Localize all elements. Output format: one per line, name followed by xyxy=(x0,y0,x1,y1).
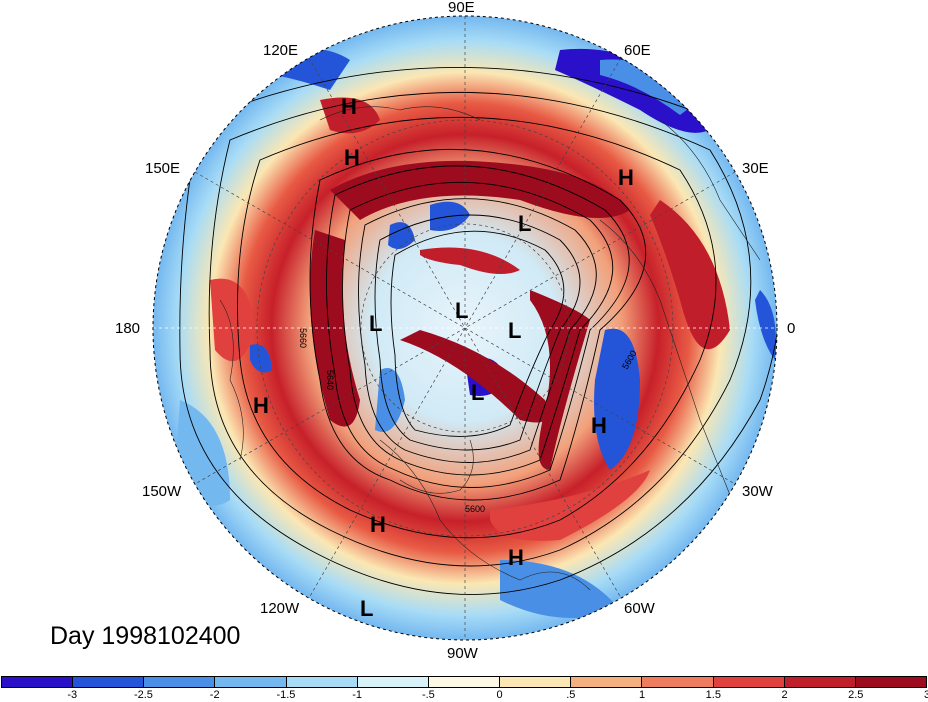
colorbar-swatch xyxy=(357,677,429,687)
graticule xyxy=(153,16,777,640)
date-title: Day 1998102400 xyxy=(50,622,241,650)
colorbar-swatch xyxy=(713,677,785,687)
red-anomaly xyxy=(330,160,630,220)
high-pressure-label: H xyxy=(370,512,386,537)
blue-anomaly xyxy=(500,560,620,618)
red-anomaly xyxy=(420,247,520,274)
colorbar-tick-label: .5 xyxy=(566,689,576,701)
lon-label-90w: 90W xyxy=(447,645,478,662)
colorbar-swatch xyxy=(500,677,572,687)
low-pressure-label: L xyxy=(508,318,522,343)
geopotential-contours xyxy=(179,67,777,595)
colorbar-tick-label: -1.5 xyxy=(276,689,296,701)
red-anomaly xyxy=(490,470,650,541)
colorbar-tick-label: -3 xyxy=(67,689,78,701)
lon-label-90e: 90E xyxy=(448,0,475,16)
red-anomaly xyxy=(210,278,255,362)
high-pressure-label: H xyxy=(618,165,634,190)
colorbar-tick-label: 0 xyxy=(496,689,503,701)
low-pressure-label: L xyxy=(471,380,485,405)
lon-label-150e: 150E xyxy=(145,160,181,177)
red-anomaly xyxy=(650,200,730,350)
high-pressure-label: H xyxy=(344,145,360,170)
colorbar-swatch xyxy=(73,677,145,687)
low-pressure-label: L xyxy=(455,298,469,323)
red-anomaly xyxy=(530,290,590,470)
lon-label-60w: 60W xyxy=(624,600,655,617)
anomaly-field xyxy=(153,16,777,640)
blue-anomaly xyxy=(250,344,272,373)
blue-anomaly xyxy=(594,328,640,470)
high-pressure-label: H xyxy=(591,413,607,438)
colorbar-swatch xyxy=(286,677,358,687)
colorbar-tick-label: 1.5 xyxy=(705,689,721,701)
colorbar-swatch xyxy=(642,677,714,687)
map-boundary xyxy=(152,15,778,641)
contour-label: 5600 xyxy=(465,504,485,514)
contour-label: 5660 xyxy=(298,328,308,348)
high-pressure-label: H xyxy=(508,545,524,570)
colorbar-tick-label: 2 xyxy=(781,689,788,701)
colorbar-tick-label: -2 xyxy=(209,689,220,701)
high-pressure-label: H xyxy=(253,393,269,418)
high-pressure-label: H xyxy=(341,94,357,119)
colorbar-swatch xyxy=(2,677,74,687)
contour-label: 5640 xyxy=(325,370,335,390)
lon-label-0: 0 xyxy=(787,320,796,337)
coastlines xyxy=(219,106,761,591)
colorbar-tick-label: -.5 xyxy=(421,689,435,701)
colorbar-tick-label: 3 xyxy=(923,689,928,701)
colorbar-swatch xyxy=(784,677,856,687)
lon-label-30w: 30W xyxy=(742,483,773,500)
colorbar xyxy=(1,676,927,688)
colorbar-tick-label: -1 xyxy=(352,689,363,701)
colorbar-tick-label: -2.5 xyxy=(133,689,153,701)
low-pressure-label: L xyxy=(360,596,374,621)
lon-label-120w: 120W xyxy=(260,600,300,617)
colorbar-tick-label: 1 xyxy=(639,689,646,701)
lon-label-120e: 120E xyxy=(263,42,299,59)
colorbar-swatch xyxy=(571,677,643,687)
colorbar-tick-label: 2.5 xyxy=(848,689,864,701)
colorbar-swatch xyxy=(855,677,927,687)
low-pressure-label: L xyxy=(369,311,383,336)
lon-label-180: 180 xyxy=(115,320,141,337)
lon-label-60e: 60E xyxy=(624,42,651,59)
colorbar-swatch xyxy=(144,677,216,687)
low-pressure-label: L xyxy=(518,211,532,236)
colorbar-swatch xyxy=(428,677,501,687)
blue-anomaly xyxy=(600,59,700,115)
colorbar-swatch xyxy=(215,677,287,687)
blue-anomaly xyxy=(755,290,776,360)
blue-anomaly xyxy=(388,222,415,249)
red-anomaly xyxy=(400,330,550,423)
lon-label-30e: 30E xyxy=(742,160,769,177)
lon-label-150w: 150W xyxy=(142,483,182,500)
